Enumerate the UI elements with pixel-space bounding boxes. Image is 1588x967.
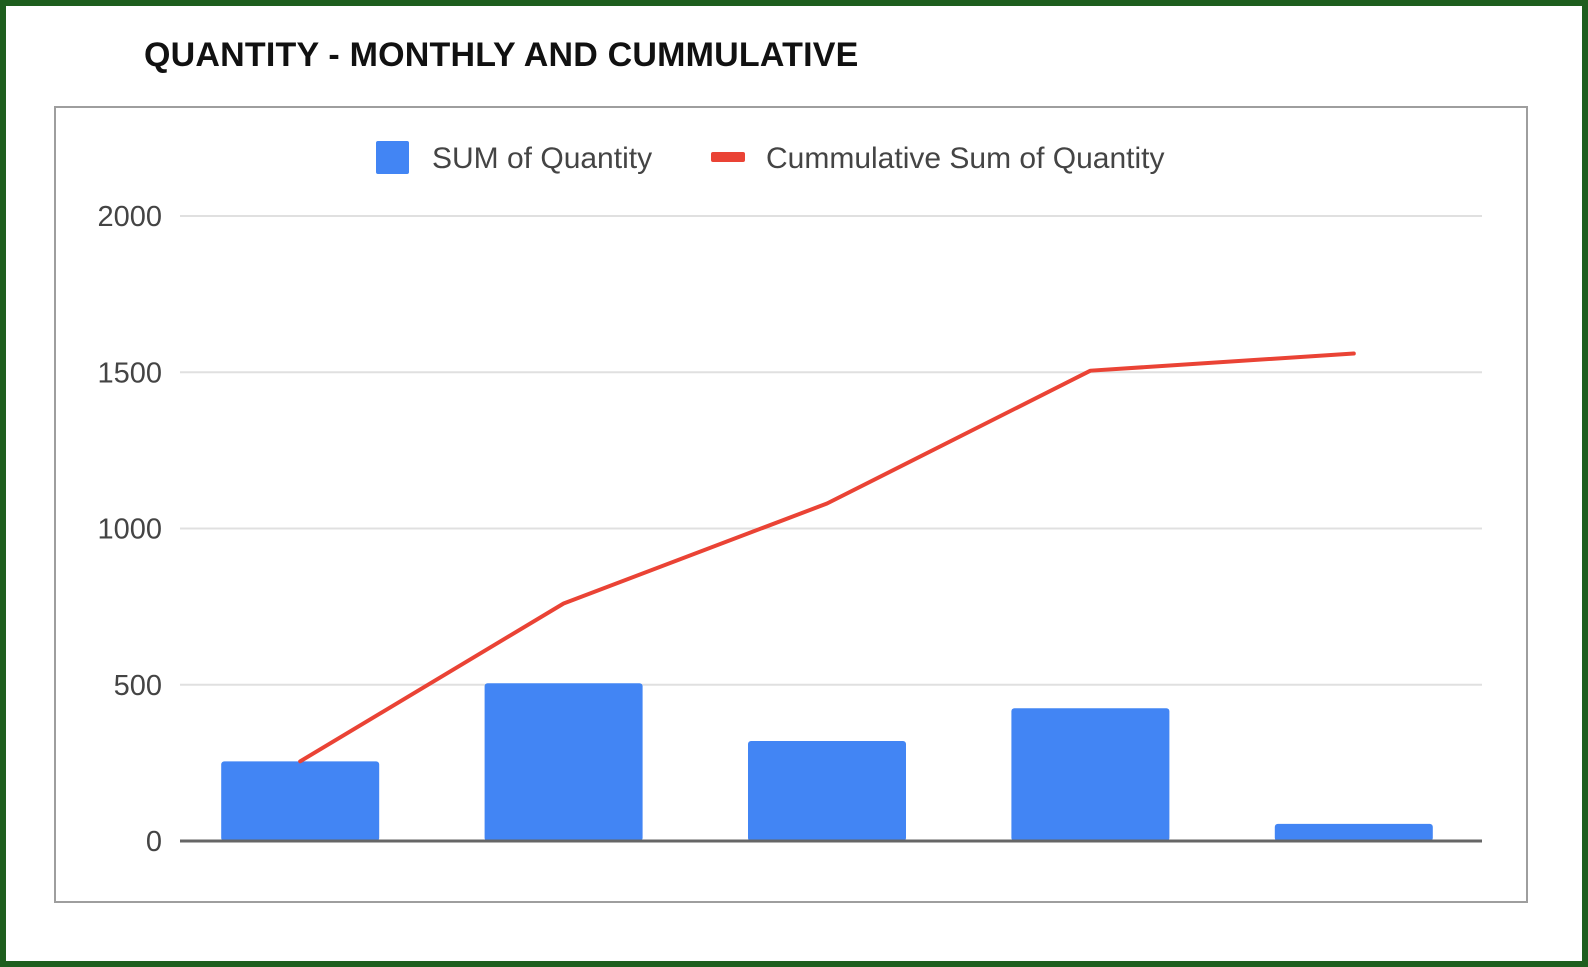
bar — [484, 683, 643, 841]
y-tick-label: 1000 — [97, 514, 162, 546]
bar — [1011, 708, 1170, 841]
y-tick-label: 2000 — [97, 201, 162, 233]
chart-title: QUANTITY - MONTHLY AND CUMMULATIVE — [144, 36, 859, 74]
y-tick-label: 1500 — [97, 357, 162, 389]
legend-swatch-bar — [376, 141, 409, 174]
y-tick-label: 500 — [114, 670, 162, 702]
bar — [221, 761, 380, 841]
legend-label-line: Cummulative Sum of Quantity — [766, 142, 1164, 175]
legend-swatch-line — [711, 152, 745, 162]
cumulative-line — [298, 351, 1356, 764]
bar — [748, 741, 906, 841]
legend-label-bar: SUM of Quantity — [432, 142, 652, 175]
bar — [1274, 823, 1433, 841]
y-tick-label: 0 — [146, 826, 162, 858]
